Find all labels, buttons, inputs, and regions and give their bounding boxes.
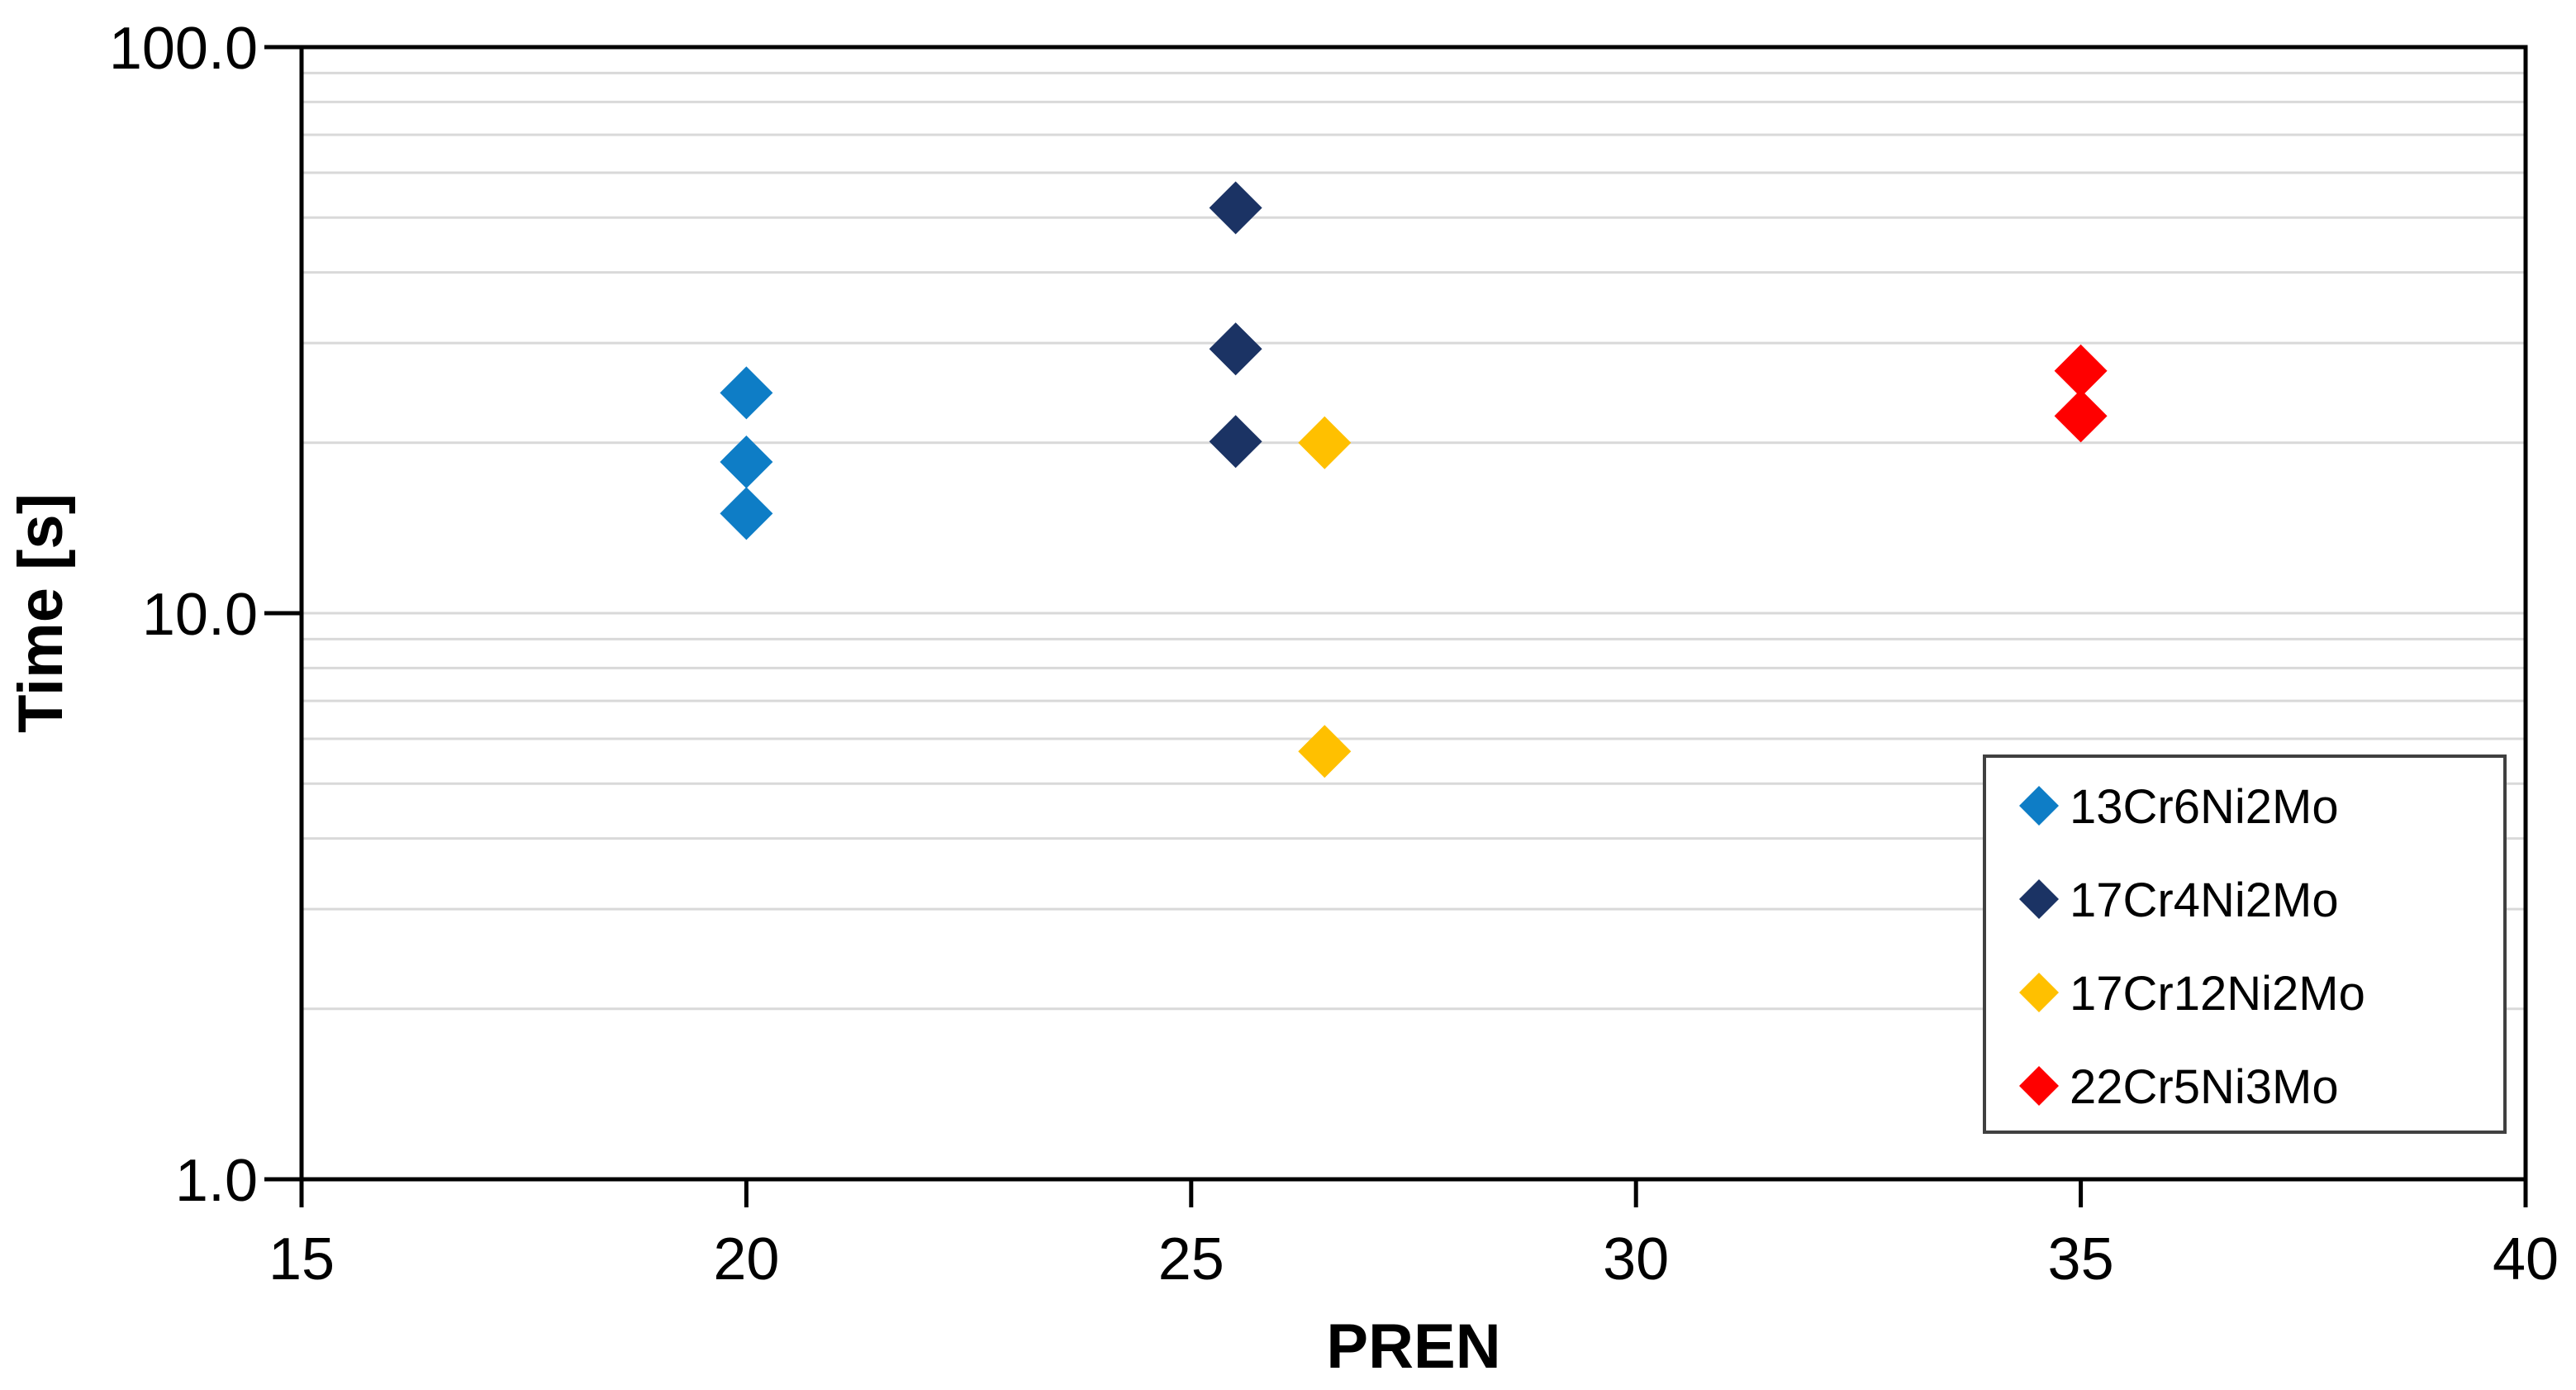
data-point-22Cr5Ni3Mo bbox=[2054, 344, 2108, 397]
x-tick-label: 35 bbox=[2048, 1226, 2114, 1292]
y-tick-label: 10.0 bbox=[142, 582, 258, 648]
legend-label: 17Cr4Ni2Mo bbox=[2070, 874, 2339, 927]
legend-marker-17Cr4Ni2Mo bbox=[2019, 879, 2059, 919]
y-axis-tick-labels: 1.0 10.0 100.0 bbox=[109, 16, 258, 1214]
data-point-17Cr4Ni2Mo bbox=[1209, 181, 1262, 235]
series-13Cr6Ni2Mo bbox=[720, 366, 773, 540]
y-tick-label: 1.0 bbox=[175, 1148, 258, 1214]
legend-box bbox=[1983, 755, 2507, 1134]
legend-marker-17Cr12Ni2Mo bbox=[2019, 973, 2059, 1012]
data-point-13Cr6Ni2Mo bbox=[720, 366, 773, 420]
legend-label: 22Cr5Ni3Mo bbox=[2070, 1060, 2339, 1114]
data-point-17Cr12Ni2Mo bbox=[1298, 725, 1352, 778]
gridlines bbox=[302, 71, 2526, 1011]
x-tick-label: 30 bbox=[1603, 1226, 1669, 1292]
x-axis-title: PREN bbox=[1326, 1311, 1500, 1382]
legend-marker-22Cr5Ni3Mo bbox=[2019, 1066, 2059, 1106]
data-point-13Cr6Ni2Mo bbox=[720, 435, 773, 488]
x-tick-label: 20 bbox=[713, 1226, 779, 1292]
x-tick-label: 25 bbox=[1158, 1226, 1224, 1292]
data-point-22Cr5Ni3Mo bbox=[2054, 389, 2108, 443]
x-axis-ticks bbox=[299, 1179, 2528, 1207]
x-tick-label: 40 bbox=[2493, 1226, 2559, 1292]
legend-entry: 22Cr5Ni3Mo bbox=[2019, 1060, 2339, 1114]
data-point-17Cr4Ni2Mo bbox=[1209, 322, 1262, 376]
x-tick-label: 15 bbox=[269, 1226, 335, 1292]
x-axis-tick-labels: 15 20 25 30 35 40 bbox=[269, 1226, 2559, 1292]
y-tick-label: 100.0 bbox=[109, 16, 258, 82]
series-22Cr5Ni3Mo bbox=[2054, 344, 2108, 443]
legend-label: 17Cr12Ni2Mo bbox=[2070, 967, 2365, 1021]
y-axis-title: Time [s] bbox=[6, 493, 76, 733]
data-points bbox=[720, 181, 2108, 778]
legend-entry: 17Cr12Ni2Mo bbox=[2019, 967, 2365, 1021]
data-point-13Cr6Ni2Mo bbox=[720, 487, 773, 540]
series-17Cr12Ni2Mo bbox=[1298, 416, 1352, 778]
y-axis-ticks bbox=[264, 45, 302, 1182]
legend-marker-13Cr6Ni2Mo bbox=[2019, 786, 2059, 826]
legend: 13Cr6Ni2Mo 17Cr4Ni2Mo 17Cr12Ni2Mo 22Cr5Ni3M… bbox=[1983, 755, 2507, 1134]
legend-entry: 13Cr6Ni2Mo bbox=[2019, 780, 2339, 834]
legend-entry: 17Cr4Ni2Mo bbox=[2019, 874, 2339, 927]
data-point-17Cr4Ni2Mo bbox=[1209, 415, 1262, 469]
series-17Cr4Ni2Mo bbox=[1209, 181, 1262, 469]
data-point-17Cr12Ni2Mo bbox=[1298, 416, 1352, 469]
legend-label: 13Cr6Ni2Mo bbox=[2070, 780, 2339, 834]
